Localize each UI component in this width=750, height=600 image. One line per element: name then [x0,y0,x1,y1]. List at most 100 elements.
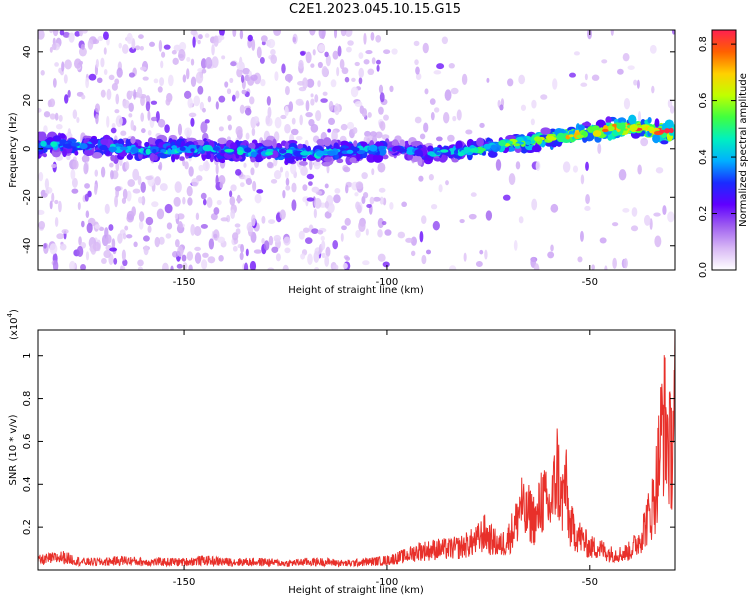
spectrogram-cell [273,234,282,242]
spectrogram-cell [353,140,358,147]
spectrogram-cell [352,127,358,134]
spectrogram-cell [74,31,81,37]
spectrogram-cell [531,144,542,153]
spectrogram-cell [145,175,154,181]
spectrogram-cell [219,30,225,37]
spectrogram-cell [230,61,237,67]
spectrogram-cell [284,123,291,134]
spectrogram-cell [194,246,201,252]
spectrogram-cell [435,151,441,156]
spectrogram-cell [134,45,141,51]
spectrogram-cell [320,235,325,241]
spectrogram-cell [261,238,265,245]
spectrogram-cell [630,225,639,232]
spectrogram-cell [193,226,202,237]
spectrogram-cell [375,59,381,65]
spectrogram-cell [479,249,484,255]
spectrogram-cell [298,59,304,69]
spectrogram-cell [284,105,289,117]
spectrogram-cell [239,30,244,40]
spectrogram-cell [282,189,286,199]
spectrogram-cell [364,130,371,137]
spectrogram-cell [307,253,313,265]
spectrogram-cell [336,158,344,164]
spectrogram-cell [108,146,117,152]
spectrogram-cell [49,30,54,34]
spectrogram-cell [325,54,331,67]
spectrogram-cell [114,195,118,208]
snr-frame [37,329,676,571]
spectrogram-cell [133,89,137,100]
spectrogram-cell [145,216,154,226]
spectrogram-cell [267,106,272,119]
spectrogram-cell [109,247,118,252]
spectrogram-cell [427,151,435,156]
spectrogram-cell [247,34,253,42]
spectrogram-cell [61,229,69,234]
spectrogram-cell [313,208,317,219]
spectrogram-cell [202,107,206,113]
spectrogram-cell [130,136,136,144]
spectrogram-cell [236,61,245,71]
spectrogram-cell [250,151,257,158]
spectrogram-cell [138,220,144,230]
spectrogram-cell [410,236,417,246]
spectrogram-cell [391,48,398,55]
spectrogram-cell [130,119,134,131]
spectrogram-cell [154,236,160,248]
spectrogram-cell [399,148,407,153]
spectrogram-cell [122,188,128,200]
spectrogram-cell [78,236,82,246]
spectrogram-cell [96,77,103,84]
spectrogram-cell [284,170,290,179]
spectrogram-cell [610,30,614,36]
spectrogram-cell [201,68,207,74]
spectrogram-cell [88,73,97,81]
spectrogram-cell [498,139,506,147]
spectrogram-cell [654,118,660,128]
spectrogram-cell [502,194,511,201]
spectrogram-cell [174,181,182,193]
spectrogram-cell [333,194,341,204]
spectrogram-cell [118,42,123,49]
spectrogram-cell [58,114,63,122]
spectrogram-cell [80,43,85,50]
spectrogram-cell [344,217,351,226]
spectrogram-cell [149,151,156,162]
spectrogram-cell [508,173,516,185]
spectrogram-cell [217,137,228,145]
spectrogram-cell [174,239,180,248]
spectrogram-cell [224,148,235,153]
spectrogram-cell [125,234,133,239]
spectrogram-cell [515,161,521,170]
spectrogram-cell [380,121,386,131]
spectrogram-cell [251,214,256,227]
spectrogram-cell [321,65,328,78]
spectrogram-cell [332,239,339,250]
spectrogram-cell [70,168,76,180]
spectrogram-cell [204,119,210,124]
spectrogram-cell [354,101,363,108]
spectrogram-cell [242,67,250,75]
spectrogram-cell [456,109,462,121]
spectrogram-cell [52,77,57,88]
spectrogram-cell [122,259,128,267]
spectrogram-cell [451,158,459,163]
spectrogram-cell [333,30,338,39]
spectrogram-cell [81,94,86,100]
spectrogram-cell [430,203,438,210]
spectrogram-cell [127,179,136,187]
spectrogram-cell [76,245,84,258]
spectrogram-cell [160,149,167,153]
spectrogram-cell [52,259,59,270]
spectrogram-cell [341,67,349,75]
spectrogram-cell [237,149,244,156]
spectrogram-cell [200,224,208,229]
spectrogram-cell [328,117,336,126]
spectrogram-cell [552,78,558,90]
spectrogram-cell [577,124,585,131]
spectrogram-cell [236,197,243,202]
spectrogram-cell [531,99,537,109]
spectrogram-cell [306,173,315,180]
y-tick-label: 0.6 [22,433,33,449]
